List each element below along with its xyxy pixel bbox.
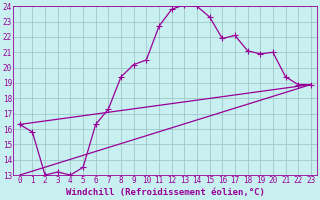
X-axis label: Windchill (Refroidissement éolien,°C): Windchill (Refroidissement éolien,°C) bbox=[66, 188, 265, 197]
